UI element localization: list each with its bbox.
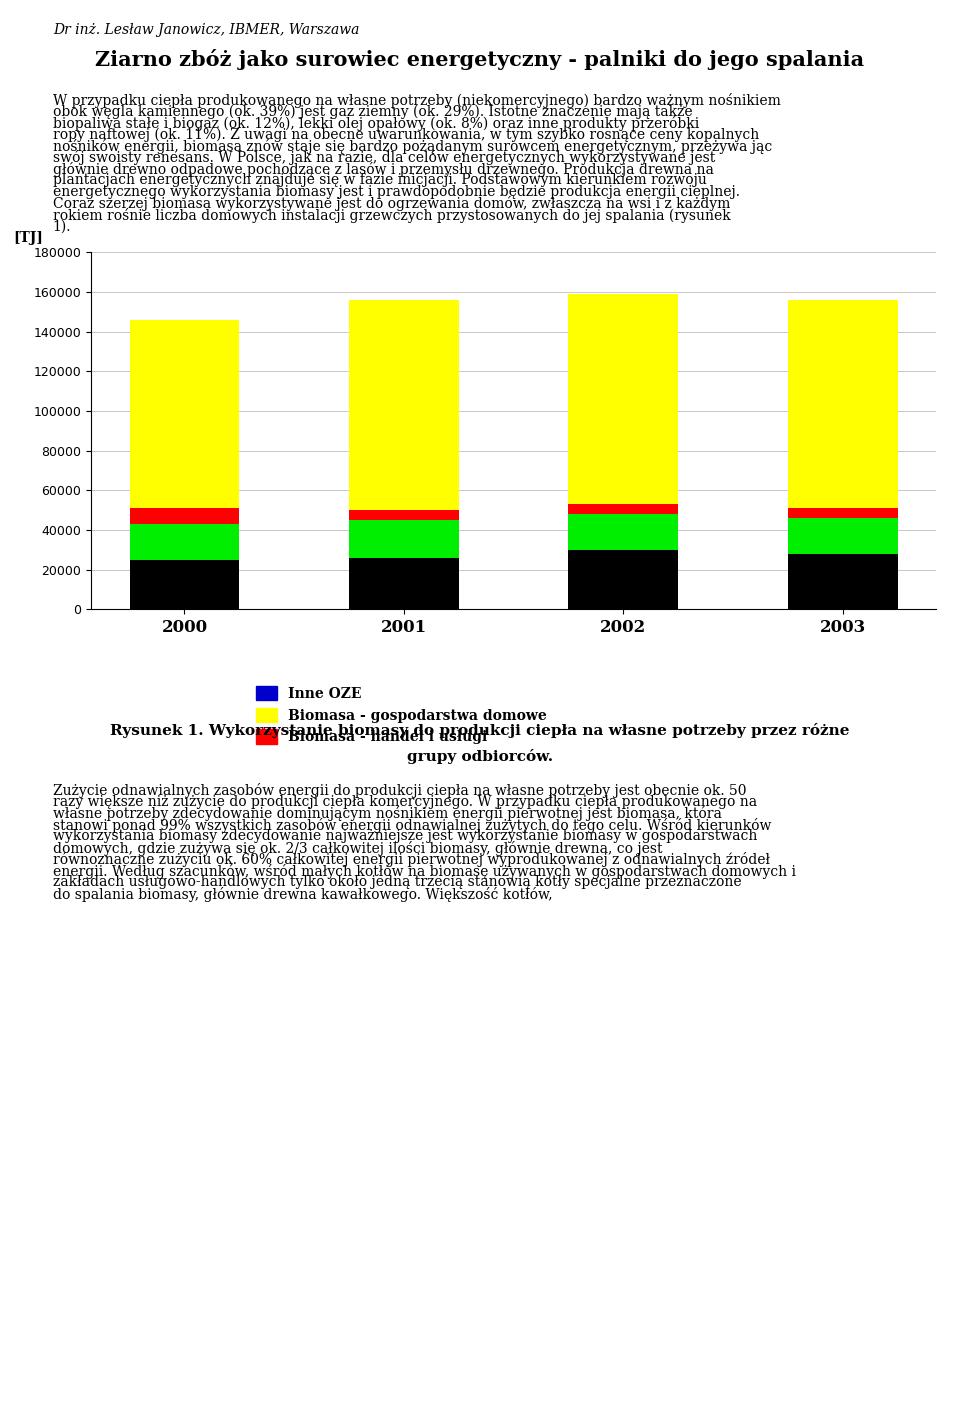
- Text: głównie drewno odpadowe pochodzące z lasów i przemysłu drzewnego. Produkcja drew: głównie drewno odpadowe pochodzące z las…: [53, 161, 713, 177]
- Bar: [130, 560, 239, 610]
- Text: stanowi ponad 99% wszystkich zasobów energii odnawialnej zużytych do tego celu. : stanowi ponad 99% wszystkich zasobów ene…: [53, 818, 771, 833]
- Text: 1).: 1).: [53, 220, 71, 233]
- Text: Coraz szerzej biomasa wykorzystywane jest do ogrzewania domów, zwłaszcza na wsi : Coraz szerzej biomasa wykorzystywane jes…: [53, 196, 731, 211]
- Bar: [788, 554, 898, 610]
- Text: razy większe niż zużycie do produkcji ciepła komercyjnego. W przypadku ciepła pr: razy większe niż zużycie do produkcji ci…: [53, 795, 756, 808]
- Text: wykorzystania biomasy zdecydowanie najważniejsze jest wykorzystanie biomasy w go: wykorzystania biomasy zdecydowanie najwa…: [53, 830, 757, 844]
- Bar: [349, 520, 459, 558]
- Bar: [349, 300, 459, 510]
- Text: własne potrzeby zdecydowanie dominującym nośnikiem energii pierwotnej jest bioma: własne potrzeby zdecydowanie dominującym…: [53, 807, 722, 821]
- Bar: [349, 510, 459, 520]
- Text: plantacjach energetycznych znajduje się w fazie inicjacji. Podstawowym kierunkie: plantacjach energetycznych znajduje się …: [53, 173, 707, 187]
- Text: Rysunek 1. Wykorzystanie biomasy do produkcji ciepła na własne potrzeby przez ró: Rysunek 1. Wykorzystanie biomasy do prod…: [110, 724, 850, 738]
- Text: W przypadku ciepła produkowanego na własne potrzeby (niekomercyjnego) bardzo waż: W przypadku ciepła produkowanego na włas…: [53, 93, 780, 109]
- Text: biopaliwa stałe i biogaz (ok. 12%), lekki olej opałowy (ok. 8%) oraz inne produk: biopaliwa stałe i biogaz (ok. 12%), lekk…: [53, 116, 699, 131]
- Y-axis label: [TJ]: [TJ]: [12, 231, 43, 246]
- Bar: [349, 558, 459, 610]
- Text: swój swoisty renesans. W Polsce, jak na razie, dla celów energetycznych wykorzys: swój swoisty renesans. W Polsce, jak na …: [53, 150, 715, 166]
- Bar: [568, 504, 678, 514]
- Legend: Inne OZE, Biomasa - gospodarstwa domowe, Biomasa - handel i usługi: Inne OZE, Biomasa - gospodarstwa domowe,…: [251, 681, 552, 750]
- Text: Zużycie odnawialnych zasobów energii do produkcji ciepła na własne potrzeby jest: Zużycie odnawialnych zasobów energii do …: [53, 784, 746, 798]
- Text: równoznaczne zużyciu ok. 60% całkowitej energii pierwotnej wyprodukowanej z odna: równoznaczne zużyciu ok. 60% całkowitej …: [53, 853, 770, 867]
- Text: obok węgla kamiennego (ok. 39%) jest gaz ziemny (ok. 29%). Istotne znaczenie maj: obok węgla kamiennego (ok. 39%) jest gaz…: [53, 104, 692, 119]
- Text: energii. Według szacunków, wśród małych kotłów na biomasę używanych w gospodarst: energii. Według szacunków, wśród małych …: [53, 864, 796, 880]
- Bar: [788, 518, 898, 554]
- Text: grupy odbiorców.: grupy odbiorców.: [407, 750, 553, 764]
- Bar: [130, 320, 239, 508]
- Bar: [788, 300, 898, 508]
- Bar: [130, 524, 239, 560]
- Bar: [788, 508, 898, 518]
- Bar: [130, 508, 239, 524]
- Text: domowych, gdzie zużywa się ok. 2/3 całkowitej ilości biomasy, głównie drewna, co: domowych, gdzie zużywa się ok. 2/3 całko…: [53, 841, 662, 855]
- Text: do spalania biomasy, głównie drewna kawałkowego. Większość kotłów,: do spalania biomasy, głównie drewna kawa…: [53, 887, 552, 902]
- Bar: [568, 550, 678, 610]
- Bar: [568, 294, 678, 504]
- Text: zakładach usługowo-handlowych tylko około jedną trzecią stanowią kotły specjalne: zakładach usługowo-handlowych tylko okoł…: [53, 875, 741, 890]
- Text: Ziarno zbóż jako surowiec energetyczny - palniki do jego spalania: Ziarno zbóż jako surowiec energetyczny -…: [95, 49, 865, 70]
- Text: Dr inż. Lesław Janowicz, IBMER, Warszawa: Dr inż. Lesław Janowicz, IBMER, Warszawa: [53, 23, 359, 37]
- Text: nośników energii, biomasa znów staje się bardzo pożądanym surowcem energetycznym: nośników energii, biomasa znów staje się…: [53, 139, 772, 154]
- Text: energetycznego wykorzystania biomasy jest i prawdopodobnie będzie produkcja ener: energetycznego wykorzystania biomasy jes…: [53, 184, 740, 198]
- Text: ropy naftowej (ok. 11%). Z uwagi na obecne uwarunkowania, w tym szybko rosnące c: ropy naftowej (ok. 11%). Z uwagi na obec…: [53, 127, 759, 141]
- Text: rokiem rośnie liczba domowych instalacji grzewczych przystosowanych do jej spala: rokiem rośnie liczba domowych instalacji…: [53, 208, 731, 223]
- Bar: [568, 514, 678, 550]
